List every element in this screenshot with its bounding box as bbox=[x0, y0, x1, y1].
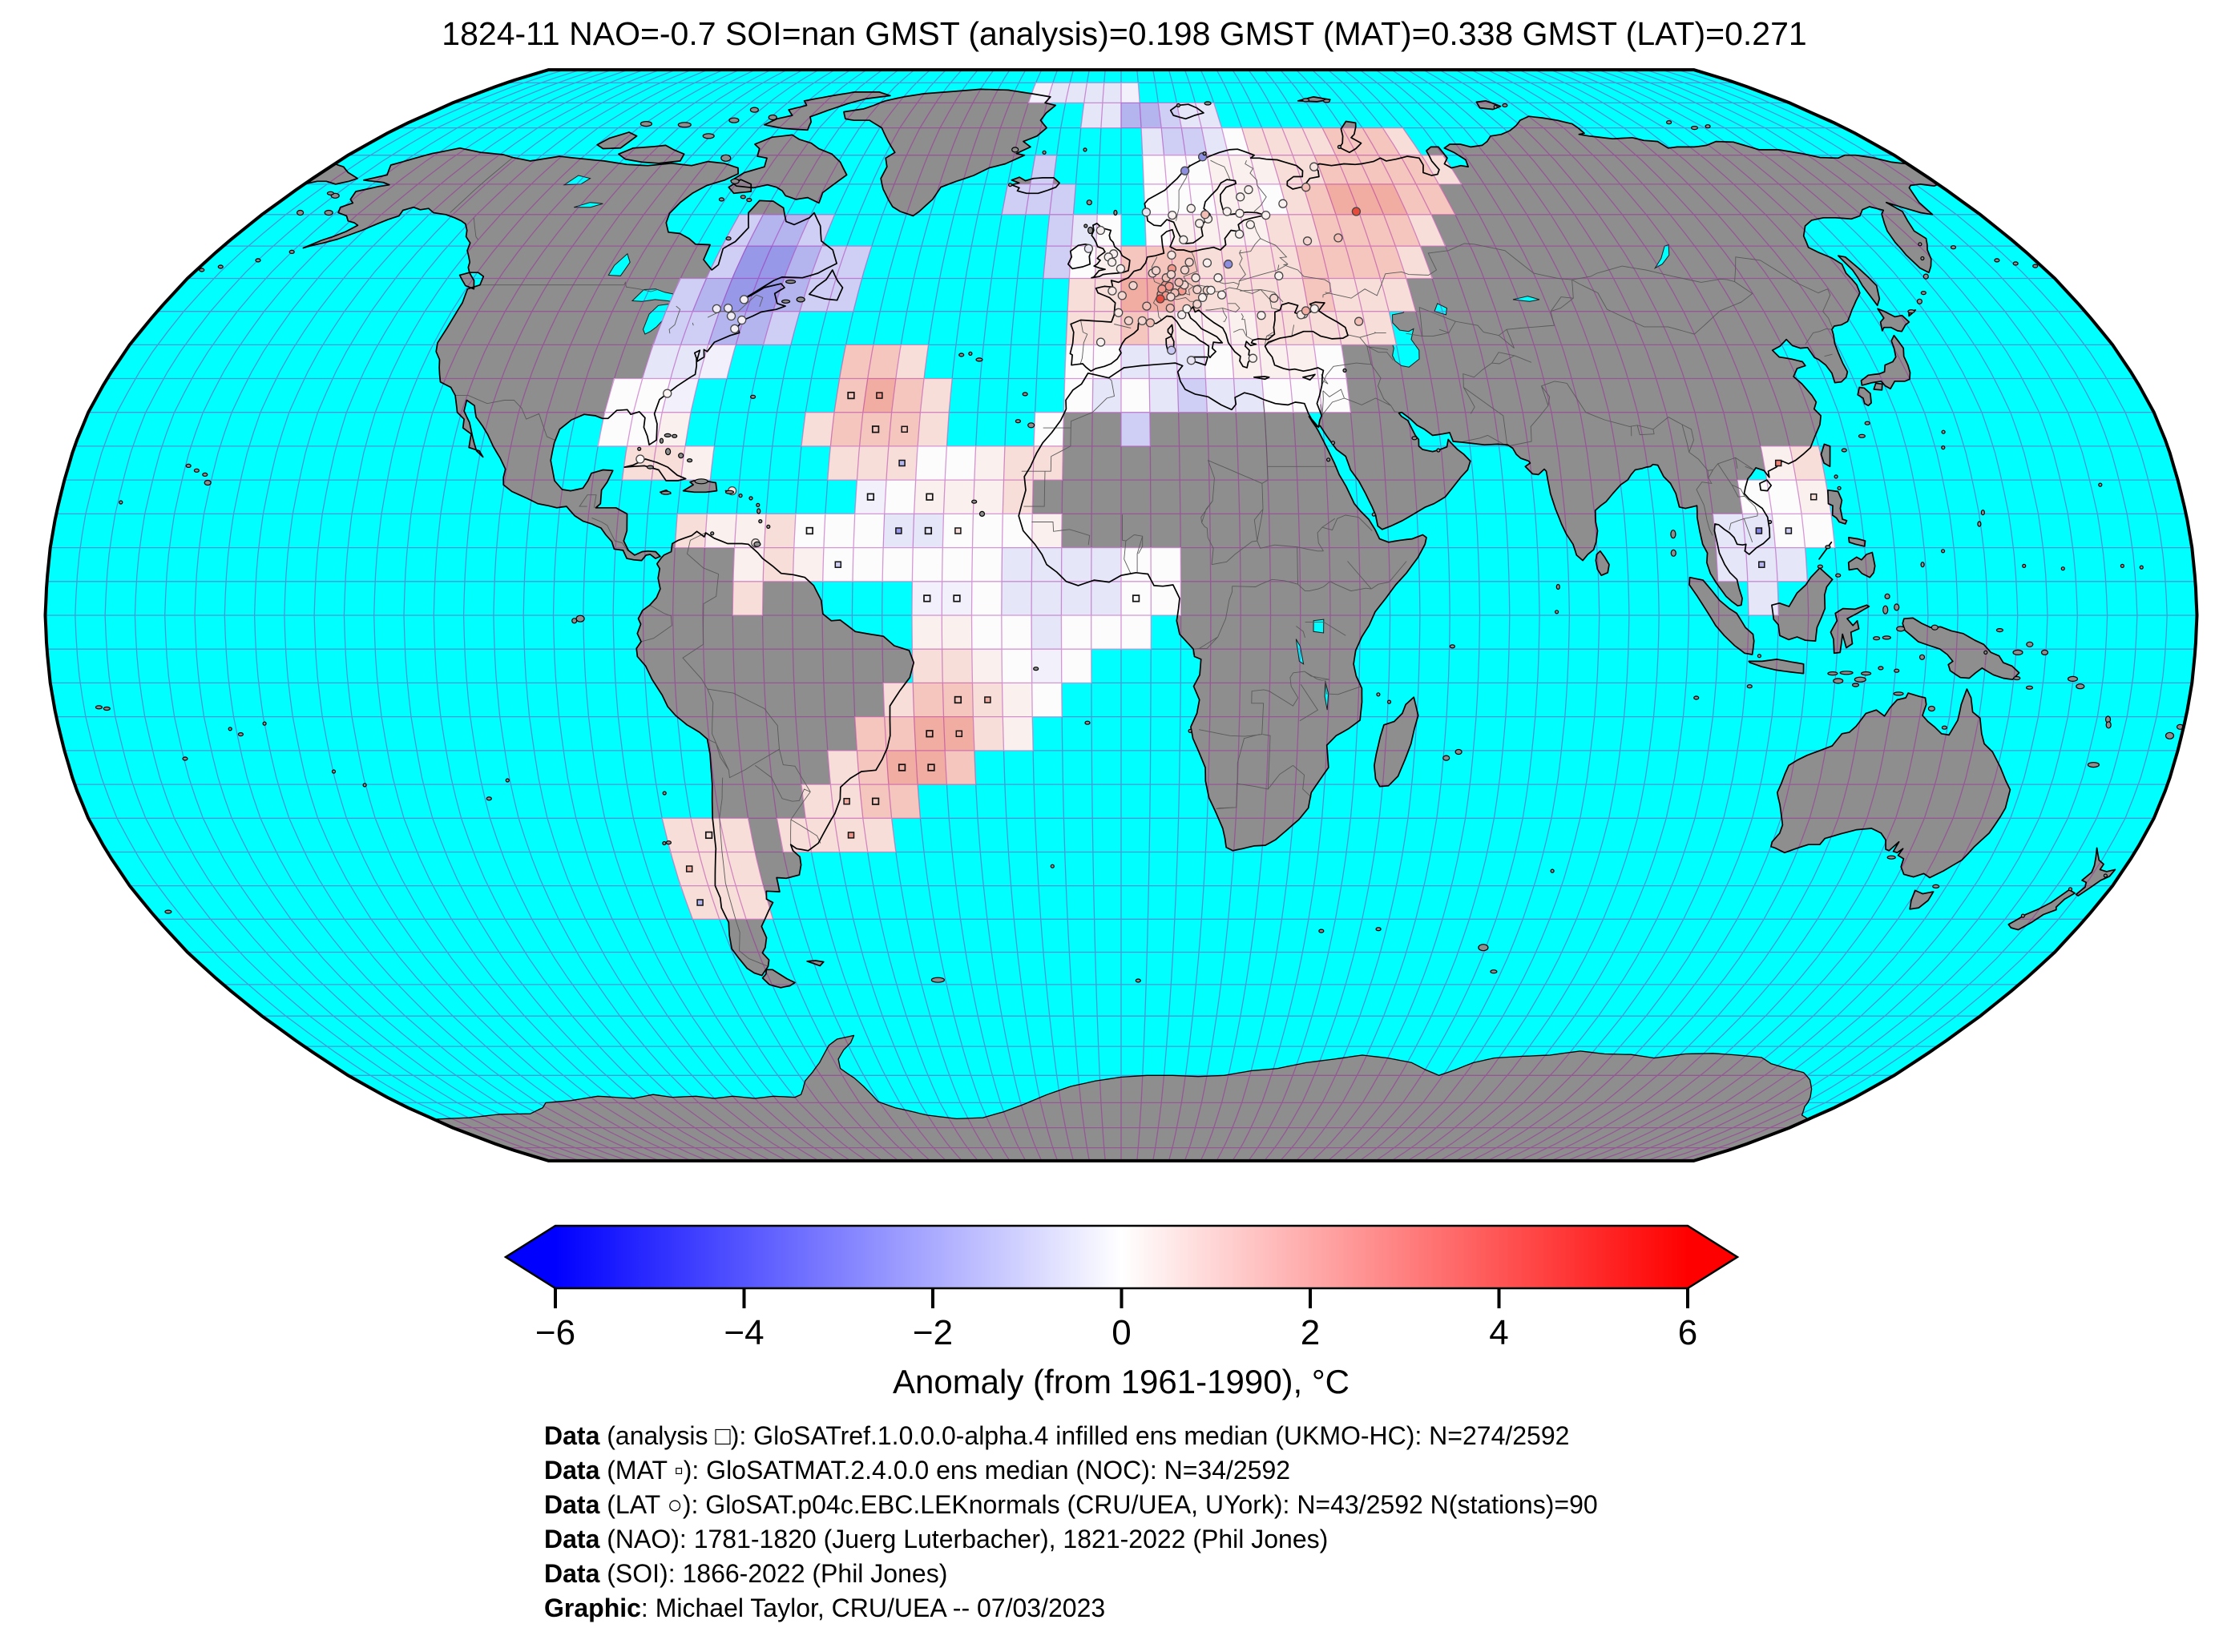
svg-text:Data (MAT ▫): GloSATMAT.2.4.0.: Data (MAT ▫): GloSATMAT.2.4.0.0 ens medi… bbox=[544, 1456, 1290, 1485]
svg-text:Data (LAT ○): GloSAT.p04c.EBC.: Data (LAT ○): GloSAT.p04c.EBC.LEKnormals… bbox=[544, 1490, 1598, 1519]
svg-text:6: 6 bbox=[1678, 1313, 1697, 1352]
svg-text:2: 2 bbox=[1301, 1313, 1320, 1352]
svg-text:1824-11 NAO=-0.7 SOI=nan GMST: 1824-11 NAO=-0.7 SOI=nan GMST (analysis)… bbox=[442, 15, 1806, 52]
svg-text:Graphic: Michael Taylor, CRU/U: Graphic: Michael Taylor, CRU/UEA -- 07/0… bbox=[544, 1594, 1105, 1622]
svg-text:Data (NAO): 1781-1820 (Juerg L: Data (NAO): 1781-1820 (Juerg Luterbacher… bbox=[544, 1525, 1328, 1553]
svg-text:Anomaly (from 1961-1990), °C: Anomaly (from 1961-1990), °C bbox=[893, 1363, 1350, 1400]
svg-text:−6: −6 bbox=[535, 1313, 575, 1352]
svg-text:Data (analysis □): GloSATref.1: Data (analysis □): GloSATref.1.0.0.0-alp… bbox=[544, 1421, 1569, 1450]
svg-text:−4: −4 bbox=[724, 1313, 764, 1352]
svg-text:Data (SOI): 1866-2022 (Phil Jo: Data (SOI): 1866-2022 (Phil Jones) bbox=[544, 1559, 947, 1588]
svg-text:4: 4 bbox=[1489, 1313, 1508, 1352]
svg-text:0: 0 bbox=[1112, 1313, 1131, 1352]
svg-text:−2: −2 bbox=[913, 1313, 953, 1352]
